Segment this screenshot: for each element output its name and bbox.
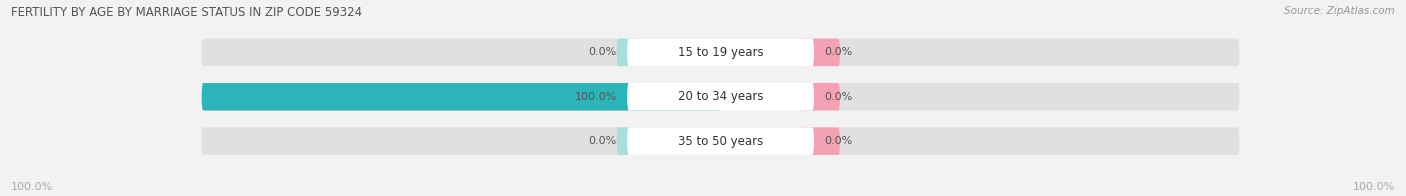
FancyBboxPatch shape (201, 127, 1240, 155)
Text: 0.0%: 0.0% (824, 136, 852, 146)
Text: 0.0%: 0.0% (824, 92, 852, 102)
Text: 100.0%: 100.0% (575, 92, 617, 102)
FancyBboxPatch shape (627, 39, 814, 66)
FancyBboxPatch shape (201, 83, 721, 111)
Text: 35 to 50 years: 35 to 50 years (678, 135, 763, 148)
FancyBboxPatch shape (617, 127, 637, 155)
Text: 0.0%: 0.0% (824, 47, 852, 57)
FancyBboxPatch shape (617, 39, 637, 66)
Text: 0.0%: 0.0% (589, 136, 617, 146)
FancyBboxPatch shape (799, 39, 839, 66)
FancyBboxPatch shape (627, 83, 814, 111)
Text: 15 to 19 years: 15 to 19 years (678, 46, 763, 59)
Text: 100.0%: 100.0% (11, 182, 53, 192)
FancyBboxPatch shape (201, 39, 1240, 66)
FancyBboxPatch shape (201, 83, 1240, 111)
FancyBboxPatch shape (627, 127, 814, 155)
FancyBboxPatch shape (799, 83, 839, 111)
Text: 100.0%: 100.0% (1353, 182, 1395, 192)
Text: 0.0%: 0.0% (589, 47, 617, 57)
Text: 20 to 34 years: 20 to 34 years (678, 90, 763, 103)
Text: FERTILITY BY AGE BY MARRIAGE STATUS IN ZIP CODE 59324: FERTILITY BY AGE BY MARRIAGE STATUS IN Z… (11, 6, 363, 19)
Text: Source: ZipAtlas.com: Source: ZipAtlas.com (1284, 6, 1395, 16)
FancyBboxPatch shape (799, 127, 839, 155)
